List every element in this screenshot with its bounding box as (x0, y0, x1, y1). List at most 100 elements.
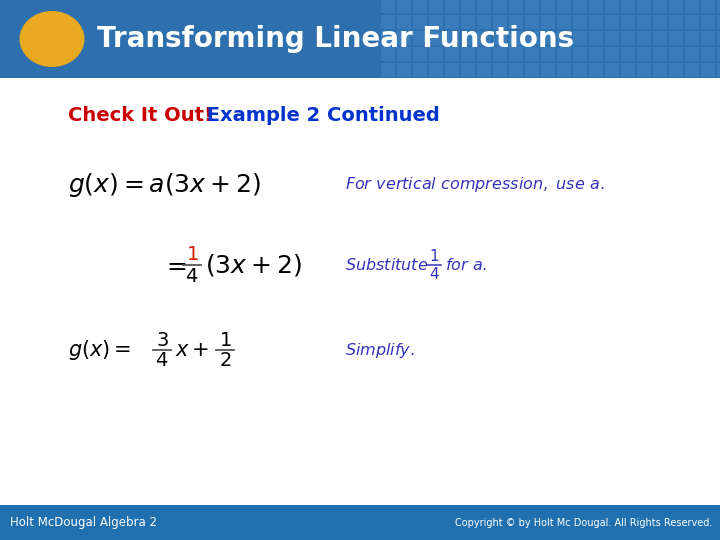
Bar (493, 0, 507, 13)
Bar (477, 63, 491, 77)
Bar (701, 63, 715, 77)
Bar (621, 15, 635, 29)
Bar (413, 31, 427, 45)
Bar (717, 15, 720, 29)
Bar (589, 15, 603, 29)
Bar (685, 31, 699, 45)
Bar (445, 31, 459, 45)
Bar (493, 15, 507, 29)
Bar (525, 15, 539, 29)
Bar (621, 31, 635, 45)
Bar (525, 47, 539, 61)
Bar (573, 15, 587, 29)
Bar (429, 15, 443, 29)
Bar (669, 63, 683, 77)
Bar (429, 47, 443, 61)
Bar (573, 63, 587, 77)
Bar (477, 31, 491, 45)
Bar (637, 31, 651, 45)
Bar (653, 47, 667, 61)
Bar (445, 0, 459, 13)
Bar (701, 0, 715, 13)
Text: $1$: $1$ (186, 245, 198, 264)
Text: Holt McDougal Algebra 2: Holt McDougal Algebra 2 (10, 516, 157, 529)
Bar (397, 0, 411, 13)
Bar (445, 47, 459, 61)
Bar (717, 47, 720, 61)
Bar (589, 47, 603, 61)
Bar (0, 505, 720, 540)
Bar (717, 63, 720, 77)
Bar (461, 15, 475, 29)
Text: $=$: $=$ (162, 253, 187, 277)
Bar (429, 63, 443, 77)
Bar (413, 15, 427, 29)
Bar (669, 47, 683, 61)
Bar (621, 47, 635, 61)
Bar (493, 63, 507, 77)
Bar (429, 0, 443, 13)
Text: $3$: $3$ (156, 330, 168, 349)
Bar (477, 47, 491, 61)
Text: $\mathit{Simplify.}$: $\mathit{Simplify.}$ (345, 341, 415, 360)
Bar (637, 0, 651, 13)
Bar (525, 63, 539, 77)
Bar (381, 0, 395, 13)
Bar (397, 47, 411, 61)
Bar (445, 63, 459, 77)
Bar (605, 15, 619, 29)
Bar (541, 47, 555, 61)
Bar (413, 63, 427, 77)
Bar (701, 31, 715, 45)
Bar (493, 31, 507, 45)
Bar (557, 63, 571, 77)
Bar (669, 31, 683, 45)
Text: $x +$: $x +$ (175, 340, 210, 360)
Bar (573, 47, 587, 61)
Bar (381, 15, 395, 29)
Bar (637, 15, 651, 29)
Bar (557, 31, 571, 45)
Text: $\mathit{For\ vertical\ compression,\ use\ }a\mathit{.}$: $\mathit{For\ vertical\ compression,\ us… (345, 176, 605, 194)
Bar (541, 31, 555, 45)
Bar (621, 63, 635, 77)
Bar (381, 31, 395, 45)
Bar (541, 15, 555, 29)
Bar (493, 47, 507, 61)
Bar (381, 47, 395, 61)
Bar (381, 63, 395, 77)
Bar (685, 0, 699, 13)
Bar (653, 63, 667, 77)
Bar (669, 0, 683, 13)
Bar (461, 0, 475, 13)
Bar (525, 0, 539, 13)
Text: Transforming Linear Functions: Transforming Linear Functions (97, 25, 574, 53)
Text: $g(x) = a(3x + 2)$: $g(x) = a(3x + 2)$ (68, 171, 261, 199)
Bar (477, 15, 491, 29)
Bar (685, 63, 699, 77)
Bar (605, 31, 619, 45)
Bar (637, 63, 651, 77)
Bar (509, 15, 523, 29)
Bar (413, 47, 427, 61)
Text: Example 2 Continued: Example 2 Continued (200, 106, 440, 125)
Text: $(3x + 2)$: $(3x + 2)$ (205, 252, 302, 278)
Bar (669, 15, 683, 29)
Bar (397, 31, 411, 45)
Bar (445, 15, 459, 29)
Text: $4$: $4$ (185, 267, 199, 286)
Bar (429, 31, 443, 45)
Bar (589, 0, 603, 13)
Bar (589, 63, 603, 77)
Bar (621, 0, 635, 13)
Text: $4$: $4$ (428, 266, 439, 282)
Text: $4$: $4$ (156, 350, 168, 369)
Bar (605, 63, 619, 77)
Bar (525, 31, 539, 45)
Bar (461, 63, 475, 77)
Bar (717, 31, 720, 45)
Bar (557, 0, 571, 13)
Bar (541, 63, 555, 77)
Text: $\mathit{Substitute}$: $\mathit{Substitute}$ (345, 257, 428, 273)
Text: $g(x) =$: $g(x) =$ (68, 338, 131, 362)
